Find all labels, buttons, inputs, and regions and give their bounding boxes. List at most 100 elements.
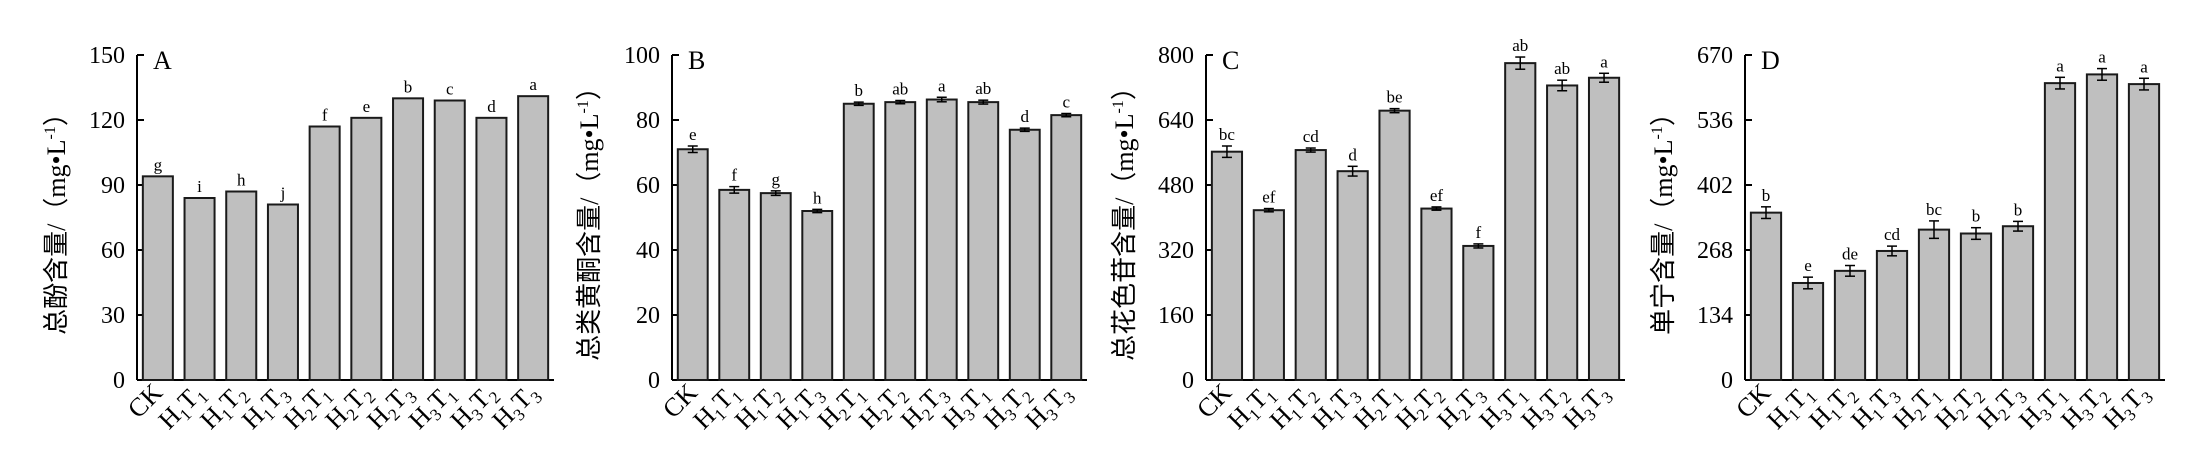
bar <box>350 116 383 381</box>
significance-letter: bc <box>1219 125 1236 144</box>
significance-letter: e <box>363 97 371 116</box>
significance-letter: ab <box>1554 59 1570 78</box>
y-tick-label: 150 <box>89 43 125 69</box>
bar <box>759 192 792 381</box>
significance-letter: a <box>2056 56 2064 75</box>
y-tick-label: 800 <box>1158 43 1194 69</box>
significance-letter: b <box>1972 207 1981 226</box>
y-tick-label: 320 <box>1158 238 1194 264</box>
bar <box>1210 150 1244 381</box>
significance-letter: c <box>446 80 454 99</box>
bar <box>266 203 299 381</box>
y-axis-label-name: 总类黄酮含量/ <box>575 197 604 361</box>
x-tick-label: H3T3 <box>486 378 546 438</box>
y-tick-label: 0 <box>648 368 660 394</box>
significance-letter: f <box>322 106 328 125</box>
bar <box>1546 84 1579 381</box>
significance-letter: i <box>197 177 202 196</box>
significance-letter: ab <box>1512 36 1528 55</box>
significance-letter: d <box>487 97 496 116</box>
panel-label: D <box>1761 46 1780 75</box>
significance-letter: e <box>689 125 697 144</box>
significance-letter: ef <box>1430 186 1444 205</box>
bar <box>475 116 508 381</box>
bar <box>433 99 466 381</box>
y-tick-label: 670 <box>1697 43 1733 69</box>
bar <box>1749 211 1783 381</box>
y-axis-label-name: 单宁含量/ <box>1649 223 1678 335</box>
y-tick-label: 640 <box>1158 108 1194 134</box>
bar <box>1420 207 1453 381</box>
significance-letter: d <box>1348 145 1357 164</box>
bar <box>1791 281 1825 381</box>
y-axis-label-unit: （mg•L <box>1110 113 1139 197</box>
y-tick-label: 120 <box>89 108 125 134</box>
y-tick-label: 60 <box>636 173 660 199</box>
y-axis-label-close: ） <box>1110 74 1139 100</box>
bar <box>2043 82 2077 381</box>
significance-letter: a <box>1600 52 1608 71</box>
significance-letter: c <box>1062 93 1070 112</box>
significance-letter: a <box>2140 57 2148 76</box>
bar <box>392 97 425 381</box>
significance-letter: j <box>280 184 286 203</box>
significance-letter: cd <box>1303 127 1320 146</box>
y-tick-label: 134 <box>1697 303 1733 329</box>
y-axis-label-close: ） <box>575 74 604 100</box>
bar <box>842 102 875 381</box>
significance-letter: f <box>731 166 737 185</box>
significance-letter: a <box>938 76 946 95</box>
y-axis-label-close: ） <box>1649 100 1678 126</box>
significance-letter: b <box>404 77 413 96</box>
x-tick-label: H3T3 <box>1019 378 1079 438</box>
significance-letter: b <box>1762 186 1771 205</box>
y-tick-label: 480 <box>1158 173 1194 199</box>
bar <box>1294 149 1327 381</box>
bar <box>1875 249 1909 381</box>
bar <box>1008 128 1041 381</box>
y-axis-label-superscript: -1 <box>42 126 59 139</box>
significance-letter: ef <box>1262 188 1276 207</box>
bar <box>1336 170 1369 381</box>
significance-letter: de <box>1842 245 1858 264</box>
bar <box>1587 76 1621 381</box>
y-axis-label: 总花色苷含量/（mg•L-1） <box>1110 74 1139 361</box>
y-axis-label: 单宁含量/（mg•L-1） <box>1649 100 1678 335</box>
significance-letter: b <box>2014 200 2023 219</box>
significance-letter: h <box>237 171 246 190</box>
significance-letter: b <box>855 81 864 100</box>
y-tick-label: 90 <box>101 173 125 199</box>
x-tick-label: H1T3 <box>770 378 830 438</box>
bar <box>2085 73 2119 381</box>
y-tick-label: 0 <box>1182 368 1194 394</box>
panel-label: A <box>153 46 172 75</box>
y-tick-label: 0 <box>1721 368 1733 394</box>
y-tick-label: 20 <box>636 303 660 329</box>
bar <box>1917 228 1951 381</box>
y-tick-label: 40 <box>636 238 660 264</box>
significance-letter: ab <box>975 79 991 98</box>
bar <box>676 148 709 381</box>
significance-letter: a <box>529 75 537 94</box>
bar <box>308 125 341 381</box>
bar <box>967 101 1000 381</box>
bar <box>141 175 174 381</box>
x-tick-label: H2T2 <box>1390 378 1450 438</box>
bar <box>1462 244 1495 381</box>
y-tick-label: 60 <box>101 238 125 264</box>
significance-letter: g <box>772 170 781 189</box>
y-tick-label: 30 <box>101 303 125 329</box>
bar <box>1959 232 1993 381</box>
panel-label: C <box>1222 46 1239 75</box>
y-axis-label-name: 总花色苷含量/ <box>1110 197 1139 361</box>
bar <box>2127 83 2161 381</box>
y-axis-label-superscript: -1 <box>575 100 592 113</box>
y-axis-label: 总酚含量/（mg•L-1） <box>42 100 71 335</box>
y-tick-label: 402 <box>1697 173 1733 199</box>
bar <box>925 98 958 382</box>
